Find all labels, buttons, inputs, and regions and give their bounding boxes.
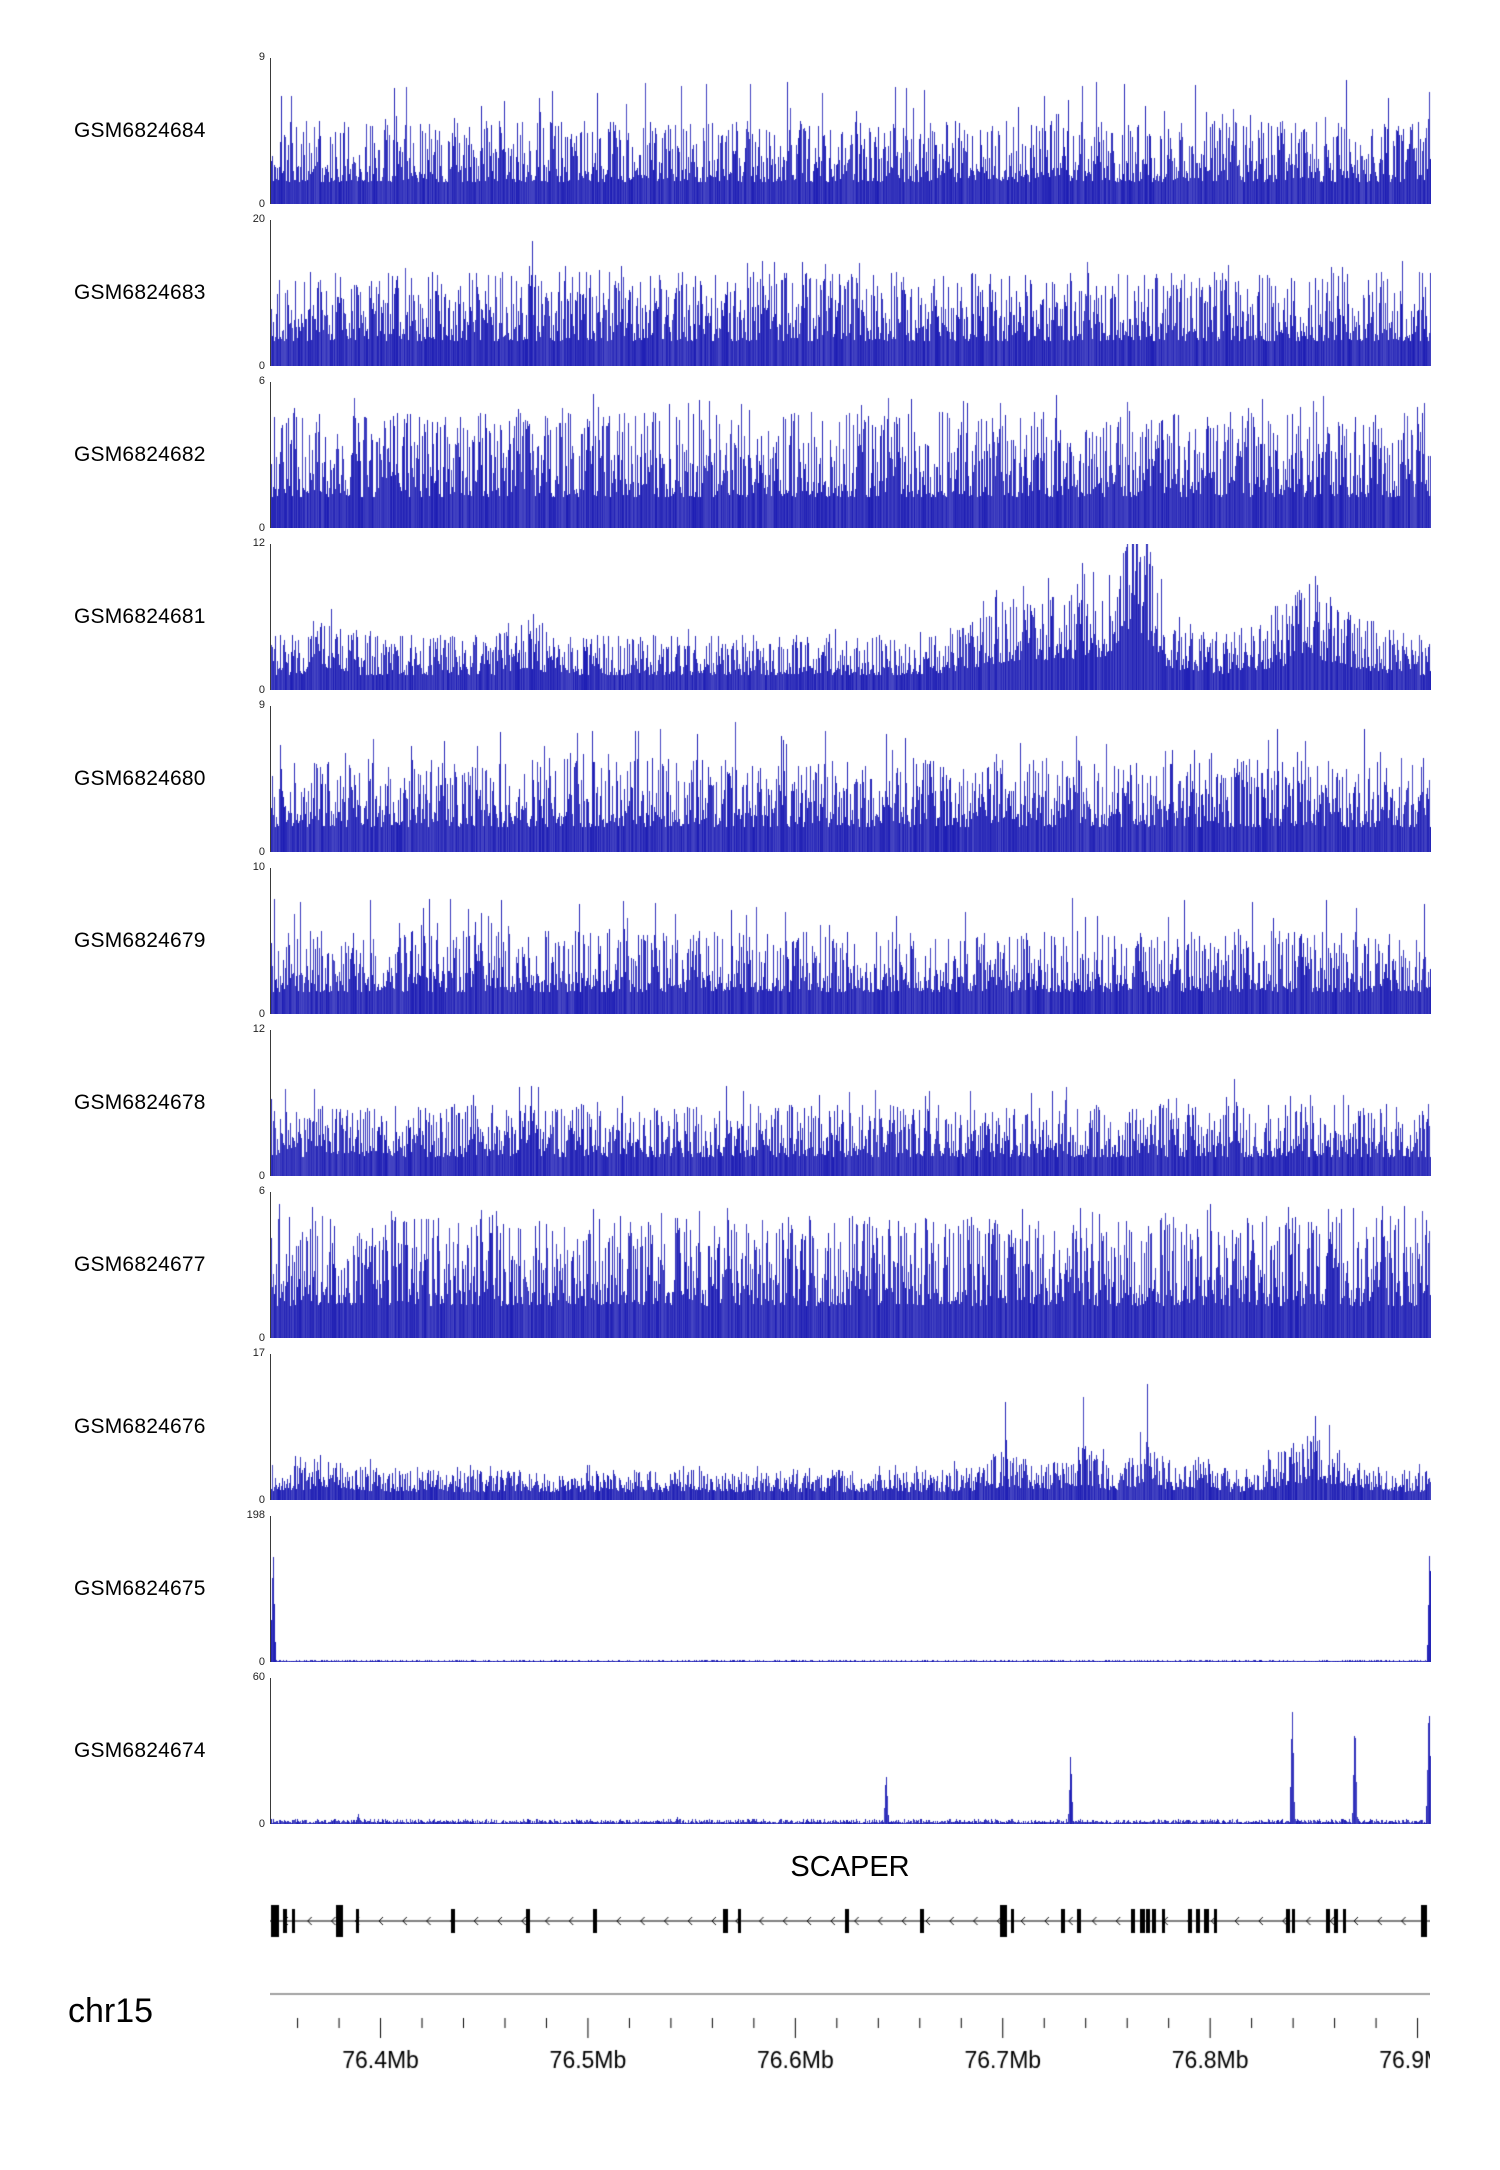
coverage-plot-area: 198 0: [247, 1509, 1431, 1668]
gene-track-section: SCAPER: [270, 1848, 1430, 1956]
coverage-track: GSM6824682 6 0: [74, 375, 1431, 534]
coverage-track: GSM6824675 198 0: [74, 1509, 1431, 1668]
y-zero-label: 0: [258, 1008, 265, 1020]
genome-axis-section: chr15: [68, 1990, 1430, 2110]
y-max-label: 9: [258, 699, 265, 711]
coverage-signal-canvas: [271, 544, 1431, 690]
coverage-signal-canvas: [271, 382, 1431, 528]
y-max-label: 6: [258, 1185, 265, 1197]
track-label: GSM6824678: [74, 1091, 206, 1114]
y-zero-label: 0: [258, 846, 265, 858]
coverage-track: GSM6824674 60 0: [74, 1671, 1431, 1830]
coverage-track: GSM6824681 12 0: [74, 537, 1431, 696]
coverage-signal-canvas: [271, 1354, 1431, 1500]
y-zero-label: 0: [258, 684, 265, 696]
coverage-signal-canvas: [271, 706, 1431, 852]
y-zero-label: 0: [258, 1332, 265, 1344]
coverage-track: GSM6824680 9 0: [74, 699, 1431, 858]
coverage-signal-canvas: [271, 1030, 1431, 1176]
coverage-plot-area: 10 0: [253, 861, 1431, 1020]
coverage-track: GSM6824679 10 0: [74, 861, 1431, 1020]
coverage-plot-area: 12 0: [253, 1023, 1431, 1182]
y-max-label: 10: [252, 861, 265, 873]
y-max-label: 12: [252, 1023, 265, 1035]
genome-axis: [270, 1990, 1430, 2100]
coverage-signal-canvas: [271, 1192, 1431, 1338]
track-label: GSM6824675: [74, 1577, 206, 1600]
coverage-signal-canvas: [271, 220, 1431, 366]
y-max-label: 12: [252, 537, 265, 549]
y-max-label: 6: [258, 375, 265, 387]
track-label: GSM6824680: [74, 767, 206, 790]
gene-model-track: [270, 1886, 1430, 1956]
coverage-plot-area: 17 0: [253, 1347, 1431, 1506]
coverage-signal-canvas: [271, 1516, 1431, 1662]
y-zero-label: 0: [258, 360, 265, 372]
coverage-plot-area: 20 0: [253, 213, 1431, 372]
gene-name-label: SCAPER: [790, 1851, 910, 1883]
y-zero-label: 0: [258, 198, 265, 210]
coverage-signal-canvas: [271, 1678, 1431, 1824]
coverage-plot-area: 12 0: [253, 537, 1431, 696]
coverage-signal-canvas: [271, 58, 1431, 204]
y-max-label: 60: [252, 1671, 265, 1683]
track-label: GSM6824677: [74, 1253, 206, 1276]
coverage-track: GSM6824678 12 0: [74, 1023, 1431, 1182]
coverage-track: GSM6824683 20 0: [74, 213, 1431, 372]
y-zero-label: 0: [258, 1494, 265, 1506]
y-max-label: 198: [246, 1509, 265, 1521]
track-label: GSM6824679: [74, 929, 206, 952]
coverage-track: GSM6824676 17 0: [74, 1347, 1431, 1506]
coverage-tracks-container: GSM6824684 9 0 GSM6824683 20 0 GSM6824682 6 0 GSM…: [74, 51, 1431, 1830]
y-zero-label: 0: [258, 1656, 265, 1668]
y-max-label: 20: [252, 213, 265, 225]
chromosome-label: chr15: [68, 1992, 154, 2030]
y-zero-label: 0: [258, 522, 265, 534]
coverage-track: GSM6824677 6 0: [74, 1185, 1431, 1344]
y-max-label: 17: [252, 1347, 265, 1359]
track-label: GSM6824684: [74, 119, 206, 142]
y-zero-label: 0: [258, 1170, 265, 1182]
y-max-label: 9: [258, 51, 265, 63]
coverage-track: GSM6824684 9 0: [74, 51, 1431, 210]
coverage-signal-canvas: [271, 868, 1431, 1014]
track-label: GSM6824674: [74, 1739, 206, 1762]
coverage-plot-area: 60 0: [253, 1671, 1431, 1830]
track-label: GSM6824681: [74, 605, 206, 628]
track-label: GSM6824682: [74, 443, 206, 466]
y-zero-label: 0: [258, 1818, 265, 1830]
track-label: GSM6824683: [74, 281, 206, 304]
track-label: GSM6824676: [74, 1415, 206, 1438]
